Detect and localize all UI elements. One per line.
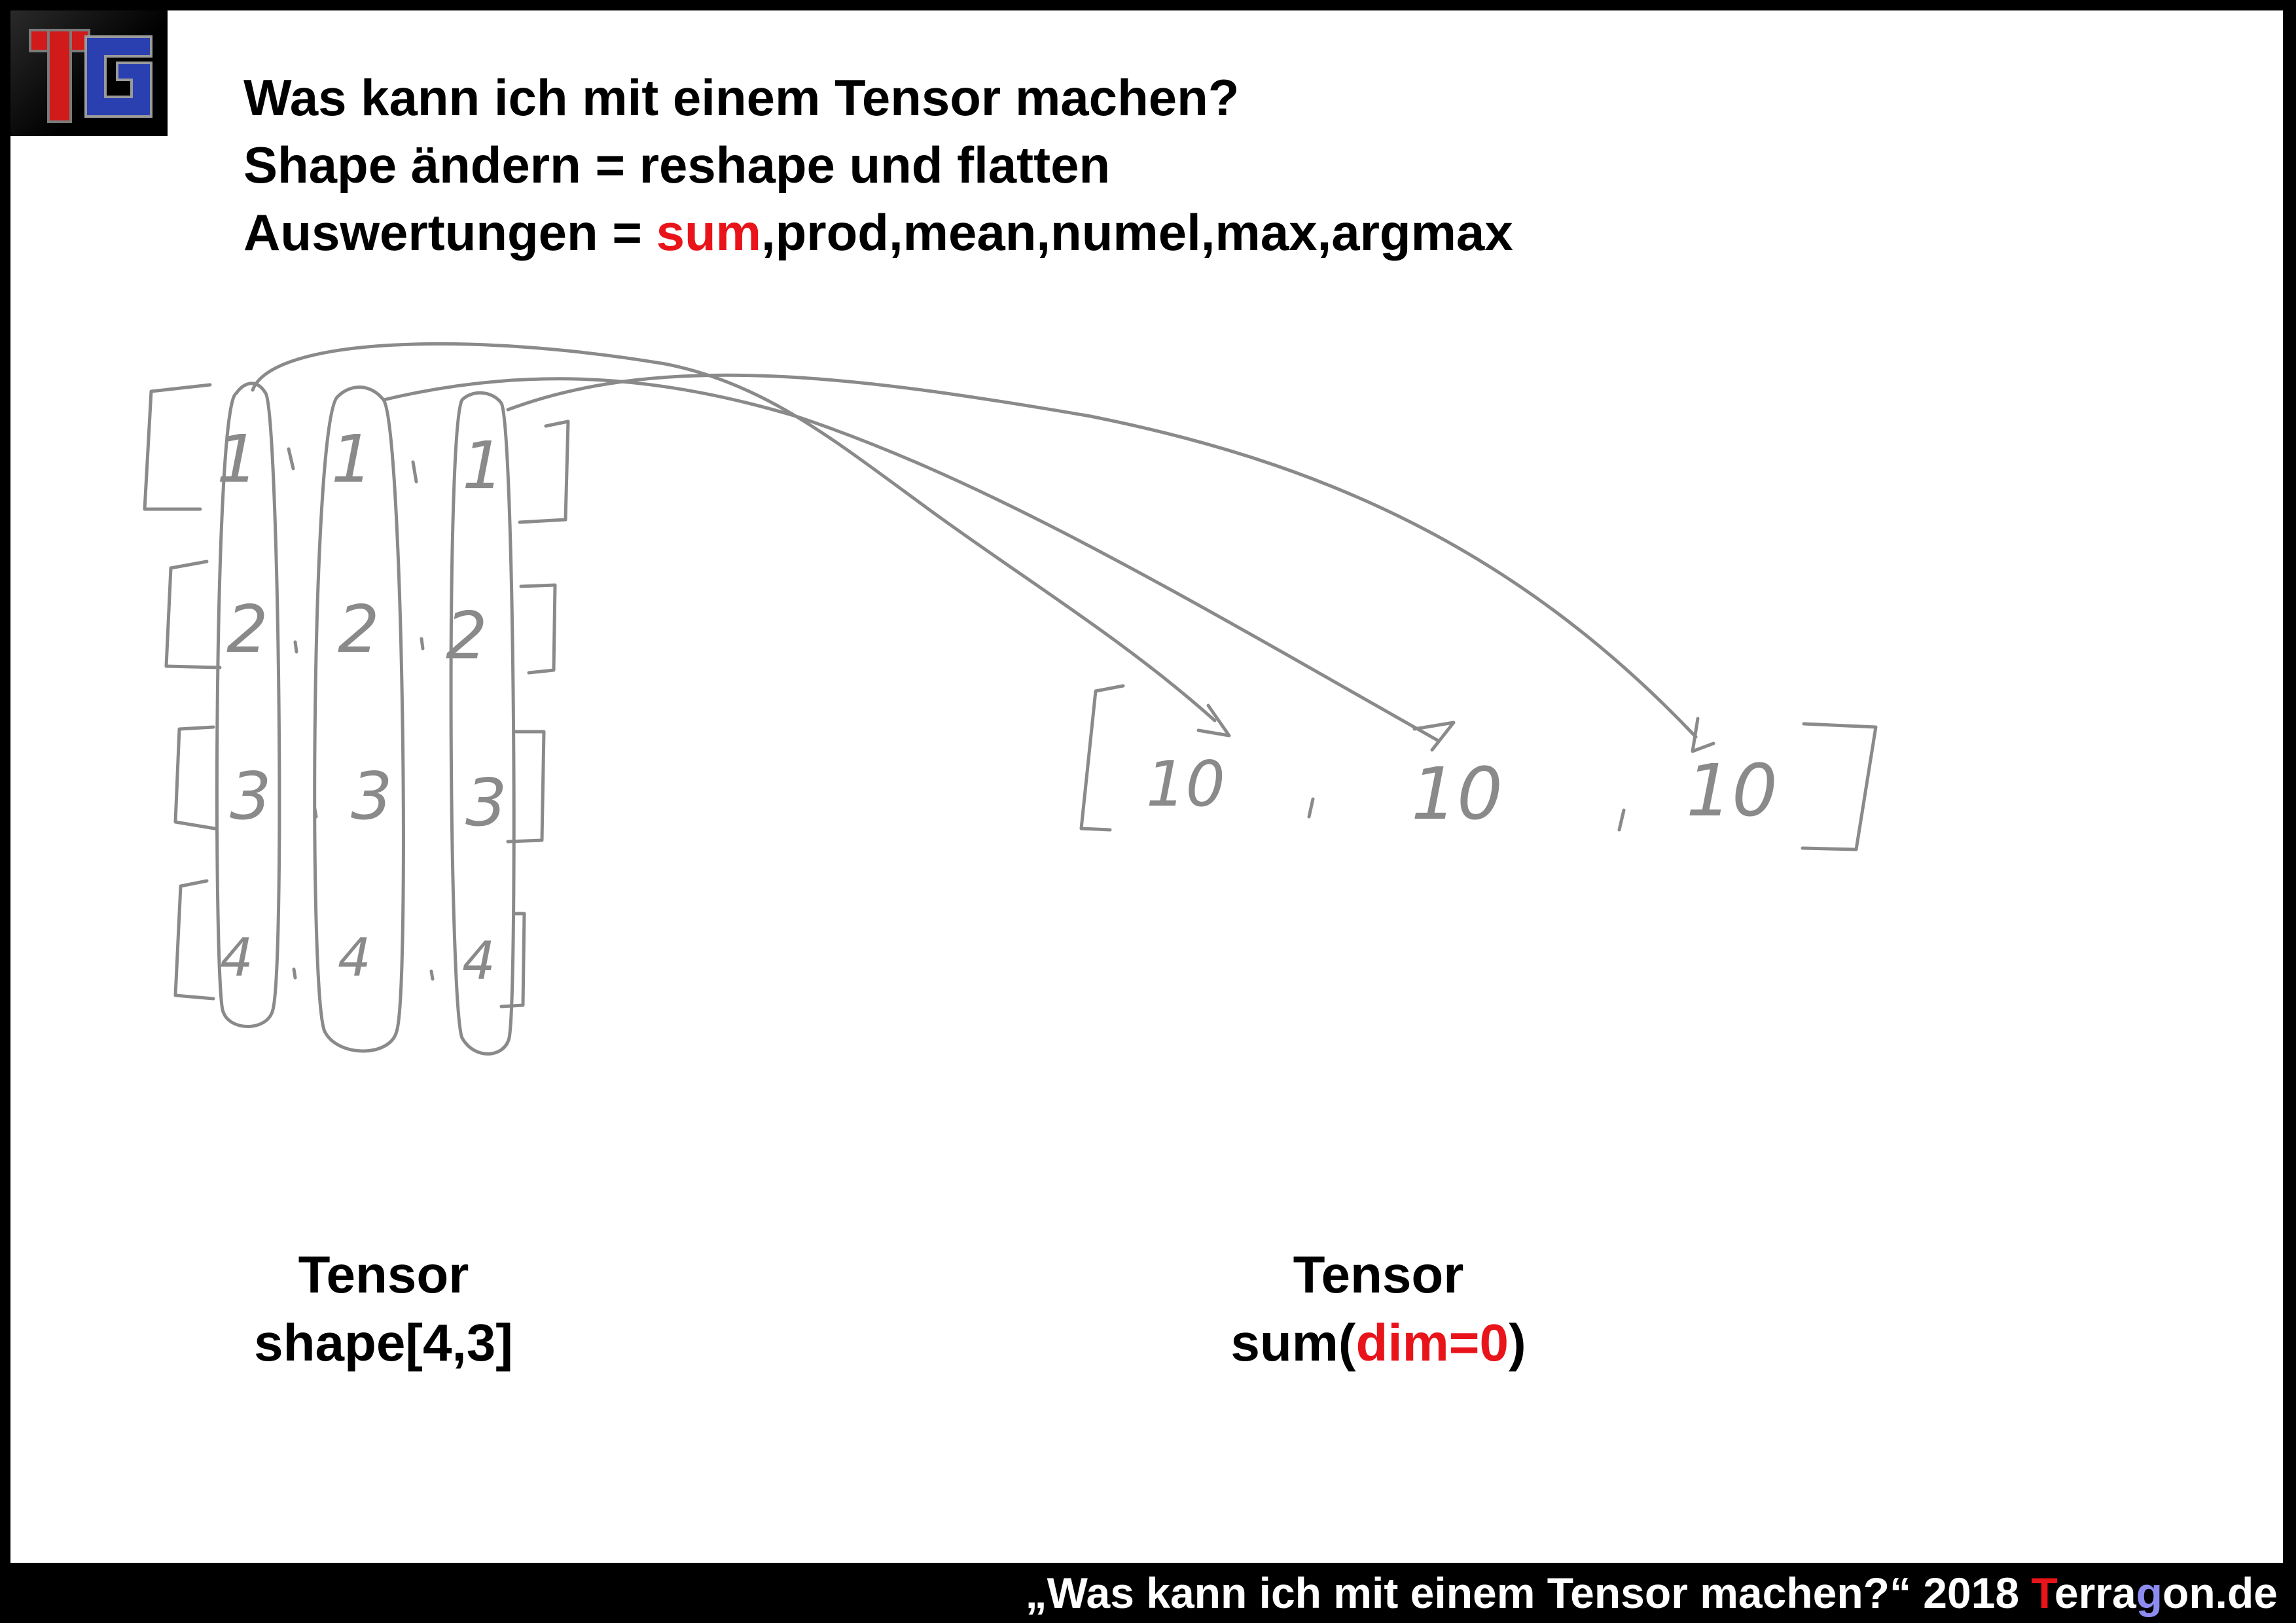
result-close-bracket [1801,722,1878,851]
row-4-value-1: 4 [220,927,253,988]
arrow-column-3 [506,373,1698,739]
column-3-loop [449,391,516,1056]
heading-sum-highlight: sum [656,204,761,261]
brand-letter-g: g [2136,1569,2162,1617]
right-caption-sum: sum(dim=0) [1175,1309,1581,1377]
sum-suffix: ) [1508,1313,1526,1372]
heading-line-3-prefix: Auswertungen = [243,204,656,261]
right-tensor-caption: Tensor sum(dim=0) [1175,1241,1581,1377]
row-3-value-3: 3 [465,764,507,841]
dim-highlight: dim=0 [1355,1313,1509,1372]
row-2-open-bracket [164,560,222,669]
row-1-value-2: 1 [331,421,373,497]
row-4-commas [292,967,435,981]
column-1-loop [215,382,281,1028]
heading-line-3-rest: ,prod,mean,numel,max,argmax [761,204,1513,261]
row-1-value-1: 1 [217,421,259,497]
left-tensor-caption: Tensor shape[4,3] [240,1241,528,1377]
result-commas [1307,797,1626,832]
brand-part-4: on.de [2162,1569,2278,1617]
row-4-value-2: 4 [338,927,371,988]
sum-prefix: sum( [1230,1313,1356,1372]
row-1-close-bracket [518,419,570,524]
row-2-value-2: 2 [338,591,380,668]
row-2-value-1: 2 [226,591,268,668]
arrow-head-3 [1691,717,1715,753]
heading-line-1: Was kann ich mit einem Tensor machen? [243,69,1240,126]
result-value-1: 10 [1146,749,1225,821]
pencil-sketch: 1 1 1 2 2 2 3 3 3 4 4 4 10 10 10 [143,342,1878,1056]
footer-credit: „Was kann ich mit einem Tensor machen?“ … [1026,1568,2278,1618]
result-value-2: 10 [1411,752,1503,836]
right-caption-title: Tensor [1293,1245,1464,1304]
arrow-column-1 [251,342,1217,722]
row-2-close-bracket [519,583,557,675]
row-2-value-3: 2 [446,597,488,674]
heading-line-3: Auswertungen = sum,prod,mean,numel,max,a… [243,199,1513,266]
row-1-commas [287,447,418,484]
row-4-open-bracket [173,879,215,1001]
row-3-value-1: 3 [230,758,272,834]
row-3-commas [313,807,318,819]
row-3-close-bracket [506,730,546,844]
left-caption-shape: shape[4,3] [254,1313,513,1372]
row-3-open-bracket [173,725,217,830]
arrow-head-1 [1196,704,1231,738]
footer-quote: „Was kann ich mit einem Tensor machen?“ … [1025,1569,2032,1617]
result-open-bracket [1079,684,1125,832]
row-1-open-bracket [143,383,212,511]
slide-heading: Was kann ich mit einem Tensor machen? Sh… [243,64,1513,266]
row-1-value-3: 1 [462,427,504,504]
tg-logo-icon [10,10,168,136]
footer-bar: „Was kann ich mit einem Tensor machen?“ … [0,1563,2296,1623]
result-value-3: 10 [1686,749,1778,832]
brand-part-2: erra [2054,1569,2136,1617]
arrow-column-2 [382,377,1439,742]
left-caption-title: Tensor [298,1245,469,1304]
heading-line-2: Shape ändern = reshape und flatten [243,136,1111,194]
row-4-value-3: 4 [462,931,495,991]
row-2-commas [293,637,425,654]
arrow-head-2 [1412,721,1456,752]
row-3-value-2: 3 [351,758,393,834]
column-2-loop [313,385,405,1053]
brand-letter-t: T [2031,1569,2054,1617]
slide-canvas: Was kann ich mit einem Tensor machen? Sh… [10,10,2283,1563]
